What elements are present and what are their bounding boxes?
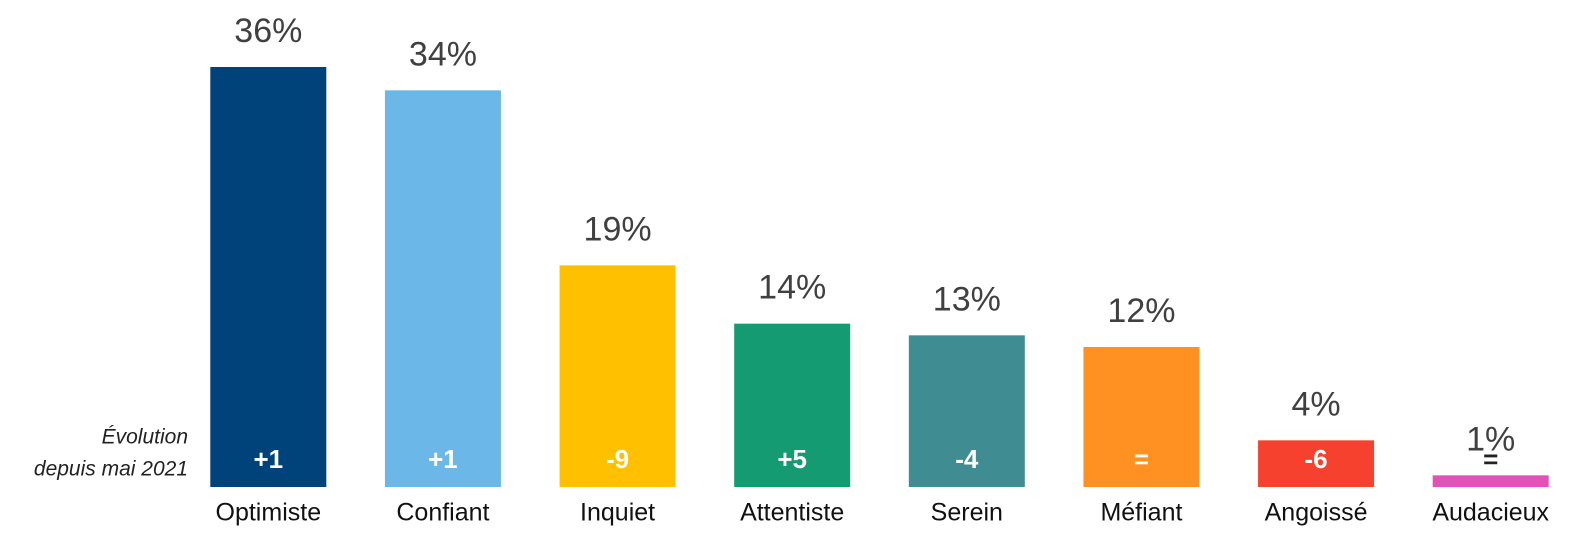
evolution-label: = [1134, 444, 1149, 474]
bar [1258, 440, 1375, 487]
evolution-label: = [1483, 444, 1498, 474]
bar [559, 265, 676, 487]
evolution-label: +5 [777, 444, 807, 474]
value-label: 12% [1107, 292, 1175, 330]
evolution-label: +1 [253, 444, 283, 474]
bar [734, 323, 851, 487]
annotation: depuis mai 2021 [34, 458, 188, 481]
x-tick-label: Confiant [396, 499, 489, 527]
x-tick-label: Attentiste [740, 499, 844, 527]
value-label: 19% [584, 210, 652, 248]
value-label: 36% [234, 12, 302, 50]
evolution-label: -9 [606, 444, 629, 474]
value-label: 13% [933, 280, 1001, 318]
x-tick-label: Méfiant [1100, 499, 1182, 527]
value-label: 34% [409, 35, 477, 73]
value-label: 14% [758, 269, 826, 307]
x-tick-label: Inquiet [580, 499, 655, 527]
annotation: Évolution [102, 426, 188, 449]
bar [1432, 475, 1549, 487]
x-tick-label: Audacieux [1432, 499, 1549, 527]
x-tick-label: Optimiste [216, 499, 322, 527]
evolution-label: -6 [1305, 444, 1328, 474]
value-label: 4% [1291, 385, 1340, 423]
bar [210, 67, 327, 487]
bar [908, 335, 1025, 487]
bar [384, 90, 501, 487]
value-label: 1% [1466, 420, 1515, 458]
evolution-label: +1 [428, 444, 458, 474]
x-tick-label: Serein [931, 499, 1003, 527]
evolution-label: -4 [955, 444, 979, 474]
bar [1083, 347, 1200, 487]
x-tick-label: Angoissé [1265, 499, 1368, 527]
